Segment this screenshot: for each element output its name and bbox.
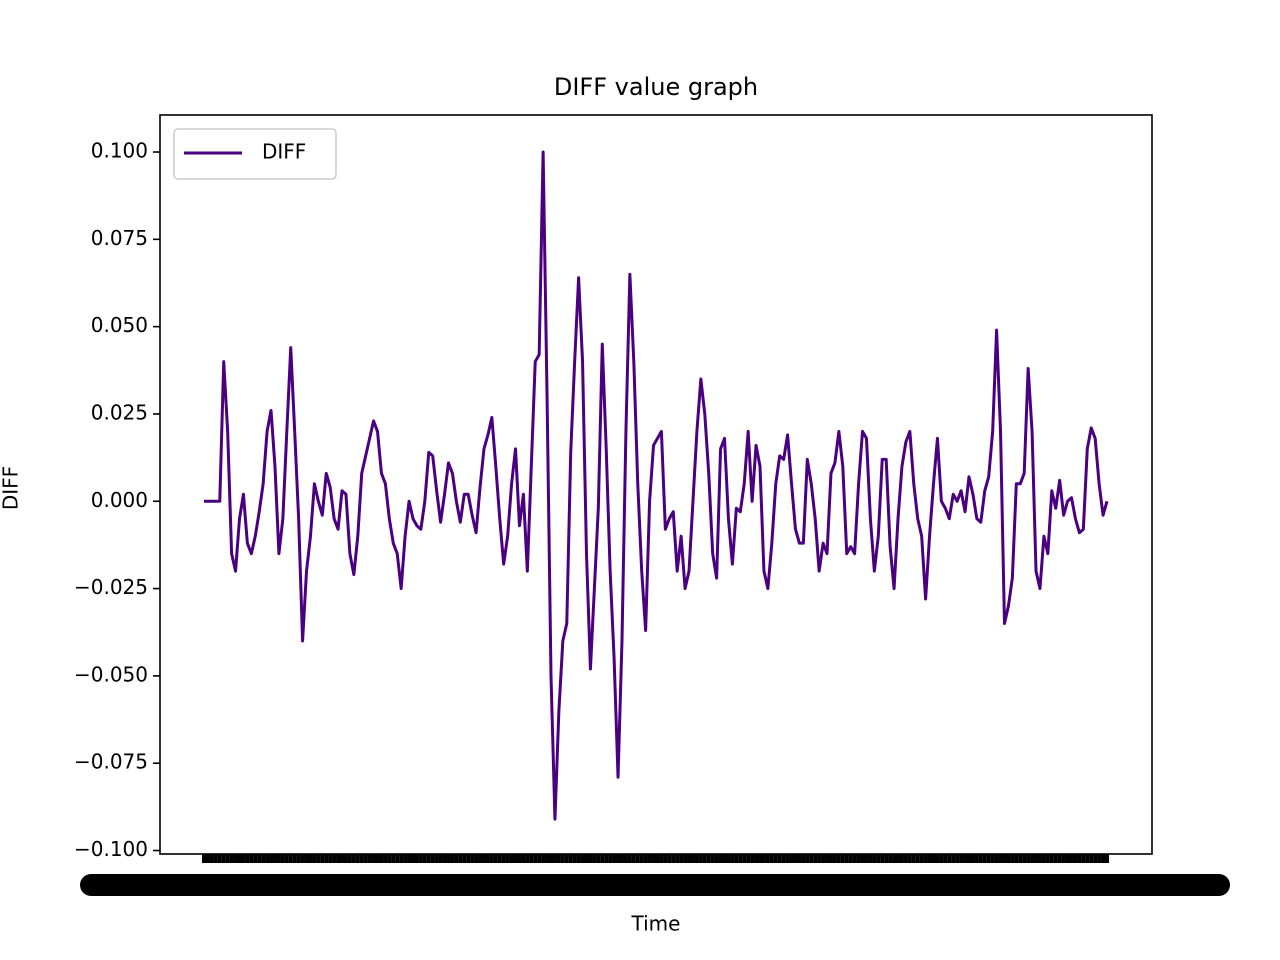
y-tick-label: −0.050 (74, 662, 148, 686)
y-tick-label: 0.100 (91, 139, 148, 163)
y-tick-label: −0.100 (74, 837, 148, 861)
y-tick-label: −0.075 (74, 750, 148, 774)
x-axis-label: Time (631, 912, 681, 936)
plot-area (204, 150, 1109, 821)
overlapping-x-labels (80, 874, 1230, 896)
y-tick-label: 0.025 (91, 400, 148, 424)
data-line (204, 150, 1109, 821)
legend-label: DIFF (262, 140, 306, 164)
y-tick-label: −0.025 (74, 575, 148, 599)
y-tick-label: 0.075 (91, 226, 148, 250)
y-axis-label: DIFF (0, 466, 23, 510)
legend-box (173, 128, 337, 180)
y-tick-label: 0.050 (91, 313, 148, 337)
y-tick-label: 0.000 (91, 488, 148, 512)
chart-title: DIFF value graph (554, 73, 758, 101)
